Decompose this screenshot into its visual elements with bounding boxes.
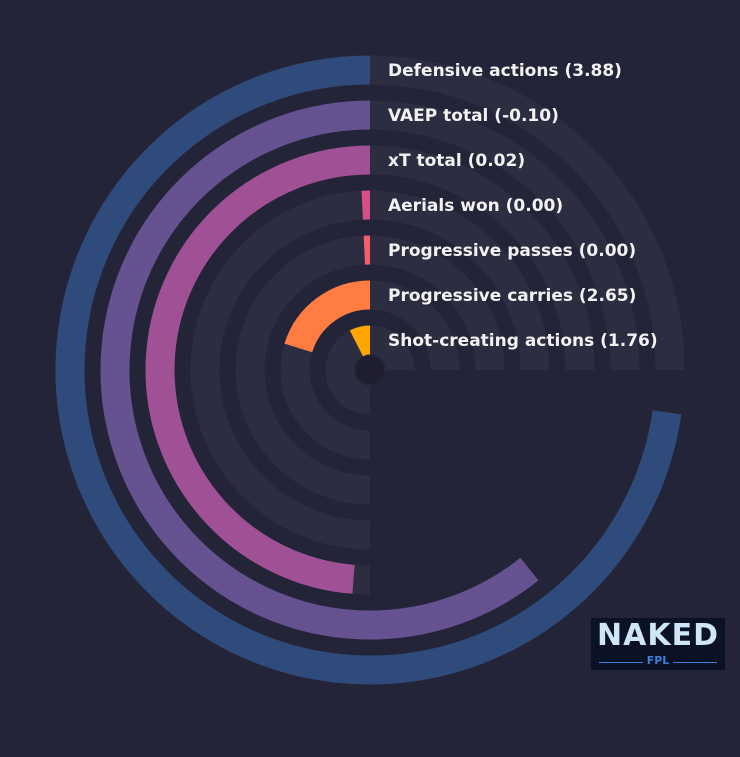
track-aerials-won: [190, 190, 550, 550]
logo-divider-left: [599, 662, 643, 663]
label-xt-total: xT total (0.02): [388, 151, 525, 171]
logo-main-text: NAKED: [597, 618, 719, 653]
label-shot-creating-actions: Shot-creating actions (1.76): [388, 331, 658, 351]
track-progressive-passes: [235, 235, 505, 505]
bar-progressive-carries: [284, 280, 371, 353]
naked-fpl-logo: NAKED FPL: [591, 618, 725, 670]
chart-labels: Defensive actions (3.88) VAEP total (-0.1…: [388, 61, 658, 351]
chart-bars: [55, 55, 682, 685]
label-defensive-actions: Defensive actions (3.88): [388, 61, 622, 81]
bar-defensive-actions: [55, 55, 682, 685]
label-progressive-carries: Progressive carries (2.65): [388, 286, 636, 306]
label-progressive-passes: Progressive passes (0.00): [388, 241, 636, 261]
logo-sub-text: FPL: [646, 654, 670, 667]
bar-xt-total: [145, 145, 371, 594]
label-aerials-won: Aerials won (0.00): [388, 196, 563, 216]
track-shot-creating-actions: [325, 325, 415, 415]
bar-shot-creating-actions: [349, 325, 371, 357]
label-vaep-total: VAEP total (-0.10): [388, 106, 559, 126]
center-hub: [356, 356, 384, 384]
logo-divider-right: [673, 662, 717, 663]
bar-vaep-total: [100, 100, 539, 640]
